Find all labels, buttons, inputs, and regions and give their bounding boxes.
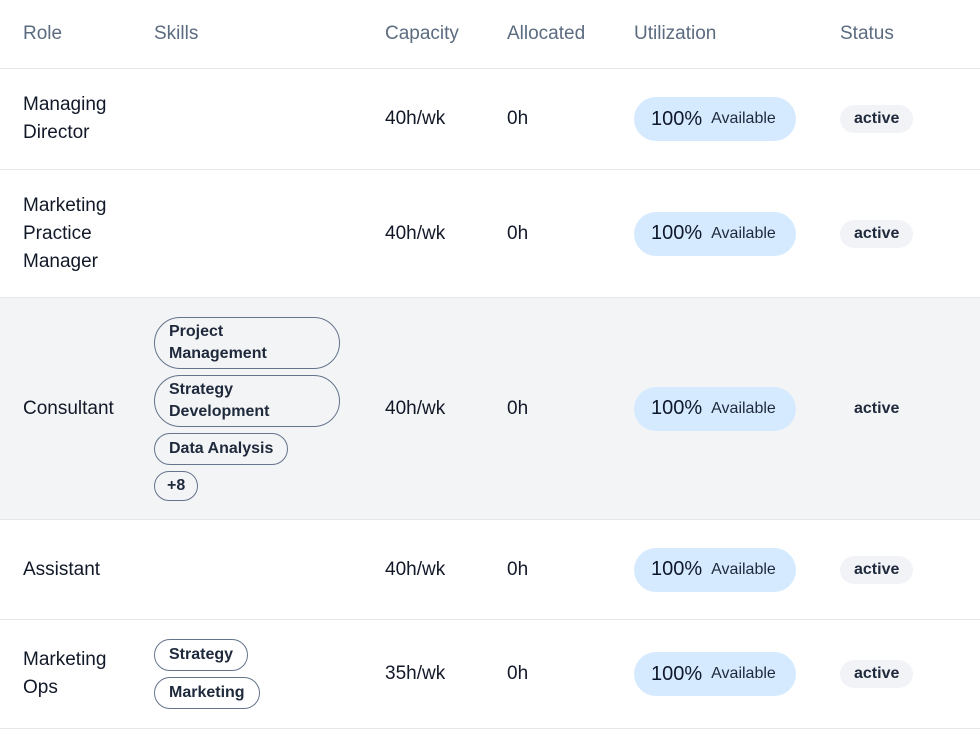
utilization-label: Available bbox=[711, 110, 776, 127]
utilization-cell: 100% Available bbox=[634, 211, 840, 256]
table-row[interactable]: Assistant 40h/wk 0h 100% Available activ… bbox=[0, 520, 980, 620]
utilization-cell: 100% Available bbox=[634, 386, 840, 431]
skill-tag: Strategy bbox=[154, 639, 249, 671]
utilization-label: Available bbox=[711, 224, 776, 242]
utilization-percent: 100% bbox=[651, 222, 703, 244]
status-badge: active bbox=[840, 105, 914, 133]
header-role[interactable]: Role bbox=[23, 23, 63, 44]
header-utilization[interactable]: Utilization bbox=[634, 23, 717, 44]
utilization-cell: 100% Available bbox=[634, 652, 840, 696]
table-row[interactable]: Managing Director 40h/wk 0h 100% Availab… bbox=[0, 69, 980, 170]
utilization-label: Available bbox=[711, 665, 776, 682]
utilization-pill: 100% Available bbox=[634, 386, 796, 431]
utilization-percent: 100% bbox=[651, 558, 703, 580]
allocated-value: 0h bbox=[507, 663, 529, 684]
utilization-percent: 100% bbox=[651, 397, 703, 419]
status-badge: active bbox=[840, 394, 914, 423]
capacity-value: 40h/wk bbox=[385, 108, 446, 129]
skill-tag: Data Analysis bbox=[154, 432, 289, 465]
utilization-percent: 100% bbox=[651, 662, 703, 685]
status-cell: active bbox=[840, 555, 980, 584]
capacity-value: 40h/wk bbox=[385, 222, 446, 244]
role-name: Managing Director bbox=[23, 94, 107, 143]
allocated-value: 0h bbox=[507, 558, 529, 580]
utilization-label: Available bbox=[711, 560, 776, 578]
allocated-value: 0h bbox=[507, 222, 529, 244]
utilization-pill: 100% Available bbox=[634, 97, 796, 141]
status-badge: active bbox=[840, 555, 914, 584]
skill-tag: Marketing bbox=[154, 677, 260, 709]
skill-tag: Project Management bbox=[154, 316, 340, 369]
header-allocated[interactable]: Allocated bbox=[507, 23, 586, 44]
status-cell: active bbox=[840, 219, 980, 248]
utilization-cell: 100% Available bbox=[634, 547, 840, 592]
skills-list: Strategy Marketing bbox=[154, 639, 385, 709]
capacity-value: 40h/wk bbox=[385, 397, 446, 419]
table-header: Role Skills Capacity Allocated Utilizati… bbox=[0, 0, 980, 69]
skill-tag: Strategy Development bbox=[154, 374, 340, 427]
utilization-pill: 100% Available bbox=[634, 211, 796, 256]
utilization-percent: 100% bbox=[651, 107, 703, 130]
role-name: Marketing Practice Manager bbox=[23, 194, 107, 272]
table-row[interactable]: Marketing Ops Strategy Marketing 35h/wk … bbox=[0, 620, 980, 729]
capacity-value: 40h/wk bbox=[385, 558, 446, 580]
role-name: Assistant bbox=[23, 558, 101, 580]
header-capacity[interactable]: Capacity bbox=[385, 23, 459, 44]
status-cell: active bbox=[840, 394, 980, 423]
skills-cell: Strategy Marketing bbox=[154, 639, 385, 709]
utilization-label: Available bbox=[711, 399, 776, 417]
status-badge: active bbox=[840, 219, 914, 248]
utilization-pill: 100% Available bbox=[634, 652, 796, 696]
allocated-value: 0h bbox=[507, 108, 529, 129]
allocated-value: 0h bbox=[507, 397, 529, 419]
utilization-cell: 100% Available bbox=[634, 97, 840, 141]
status-badge: active bbox=[840, 660, 914, 688]
more-skills-tag[interactable]: +8 bbox=[154, 470, 199, 501]
header-status[interactable]: Status bbox=[840, 23, 894, 44]
capacity-value: 35h/wk bbox=[385, 663, 446, 684]
table-row[interactable]: Consultant Project Management Strategy D… bbox=[0, 298, 980, 520]
utilization-pill: 100% Available bbox=[634, 547, 796, 592]
status-cell: active bbox=[840, 660, 980, 688]
table-row[interactable]: Marketing Practice Manager 40h/wk 0h 100… bbox=[0, 170, 980, 298]
role-name: Marketing Ops bbox=[23, 649, 107, 698]
header-skills[interactable]: Skills bbox=[154, 23, 199, 44]
skills-list: Project Management Strategy Development … bbox=[154, 316, 385, 501]
skills-cell: Project Management Strategy Development … bbox=[154, 316, 385, 501]
status-cell: active bbox=[840, 105, 980, 133]
role-name: Consultant bbox=[23, 397, 114, 419]
